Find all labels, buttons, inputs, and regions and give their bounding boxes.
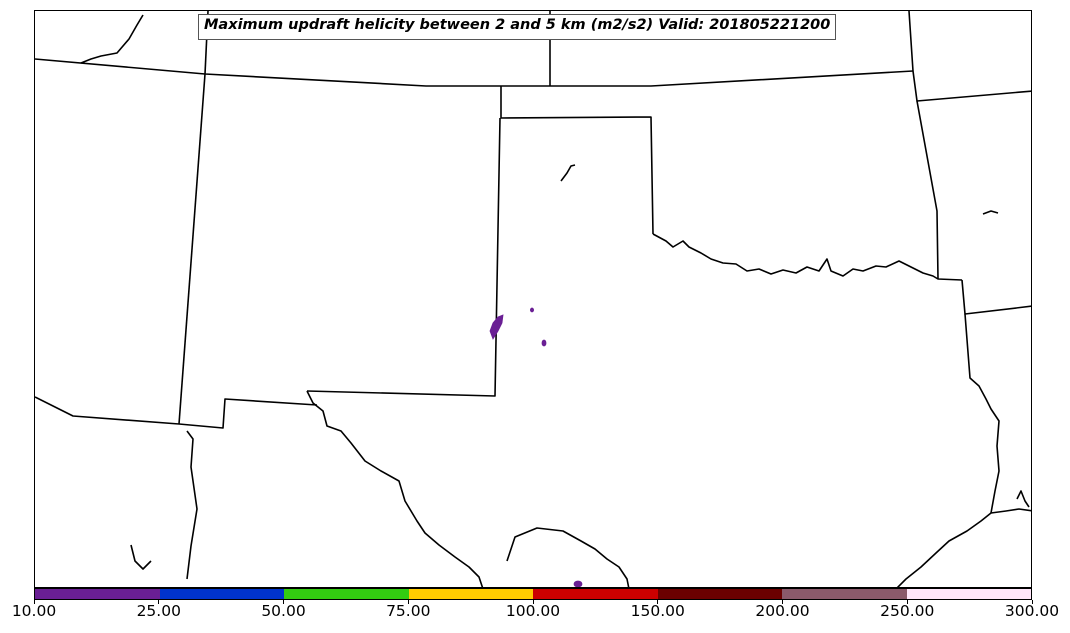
- colorbar-tick-label: 50.00: [261, 602, 306, 620]
- colorbar-swatch: [533, 589, 658, 599]
- gulf-coastline: [990, 508, 1031, 514]
- lake-detail-north: [80, 14, 144, 64]
- texas-rio-grande: [306, 390, 484, 587]
- helicity-field: [489, 307, 583, 587]
- lake-detail-oklahoma: [560, 164, 576, 182]
- state-boundary-oklahoma-north: [500, 86, 654, 235]
- state-boundary-sabine: [964, 313, 1000, 514]
- map-canvas: [35, 11, 1031, 587]
- map-panel: [34, 10, 1032, 588]
- colorbar-tick-label: 200.00: [755, 602, 810, 620]
- state-boundary-arkansas-south: [961, 279, 1031, 315]
- state-boundary-texas-panhandle: [306, 117, 501, 397]
- colorbar-tick: [782, 600, 783, 604]
- colorbar-tick-label: 300.00: [1004, 602, 1060, 620]
- colorbar-tick-label: 10.00: [11, 602, 57, 620]
- state-boundary-red-river: [652, 233, 963, 281]
- colorbar-tick: [33, 600, 35, 604]
- state-boundary-arizona-mexico: [35, 396, 318, 429]
- colorbar-tick: [407, 600, 409, 604]
- colorbar-tick: [906, 600, 908, 604]
- louisiana-coast-detail: [1016, 490, 1030, 508]
- lake-detail-missouri: [982, 210, 999, 215]
- colorbar-tick-label: 250.00: [880, 602, 935, 620]
- colorbar-swatch: [284, 589, 409, 599]
- colorbar-tick-label: 25.00: [136, 602, 181, 620]
- colorbar: [34, 588, 1032, 600]
- state-boundary-north: [35, 58, 914, 87]
- colorbar-tick: [657, 600, 659, 604]
- state-boundary-north-missouri: [908, 11, 1031, 102]
- colorbar-swatch: [782, 589, 907, 599]
- colorbar-swatch: [657, 589, 782, 599]
- mexico-coastline: [506, 527, 630, 587]
- gulf-coastline-texas: [896, 512, 992, 587]
- colorbar-tick: [1031, 600, 1033, 604]
- colorbar-tick: [158, 600, 160, 604]
- colorbar-swatch: [408, 589, 533, 599]
- colorbar-swatch: [906, 589, 1031, 599]
- colorbar-tick: [532, 600, 534, 604]
- helicity-cell-south: [573, 580, 583, 587]
- colorbar-tick: [283, 600, 284, 604]
- helicity-cell-small-1: [530, 307, 535, 313]
- helicity-cell-small-2: [541, 339, 547, 347]
- colorbar-tick-label: 75.00: [386, 602, 431, 620]
- state-boundary-new-mexico-west: [178, 73, 206, 425]
- helicity-cell-panhandle: [489, 314, 504, 340]
- colorbar-tick-label: 150.00: [630, 602, 685, 620]
- mexico-boundary-west: [186, 430, 198, 580]
- state-boundary-arkansas-west: [916, 100, 939, 280]
- colorbar-swatch: [159, 589, 284, 599]
- colorbar-tick-label: 100.00: [505, 602, 561, 620]
- baja-detail: [130, 544, 152, 570]
- map-title: Maximum updraft helicity between 2 and 5…: [198, 14, 837, 40]
- colorbar-swatch: [35, 589, 160, 599]
